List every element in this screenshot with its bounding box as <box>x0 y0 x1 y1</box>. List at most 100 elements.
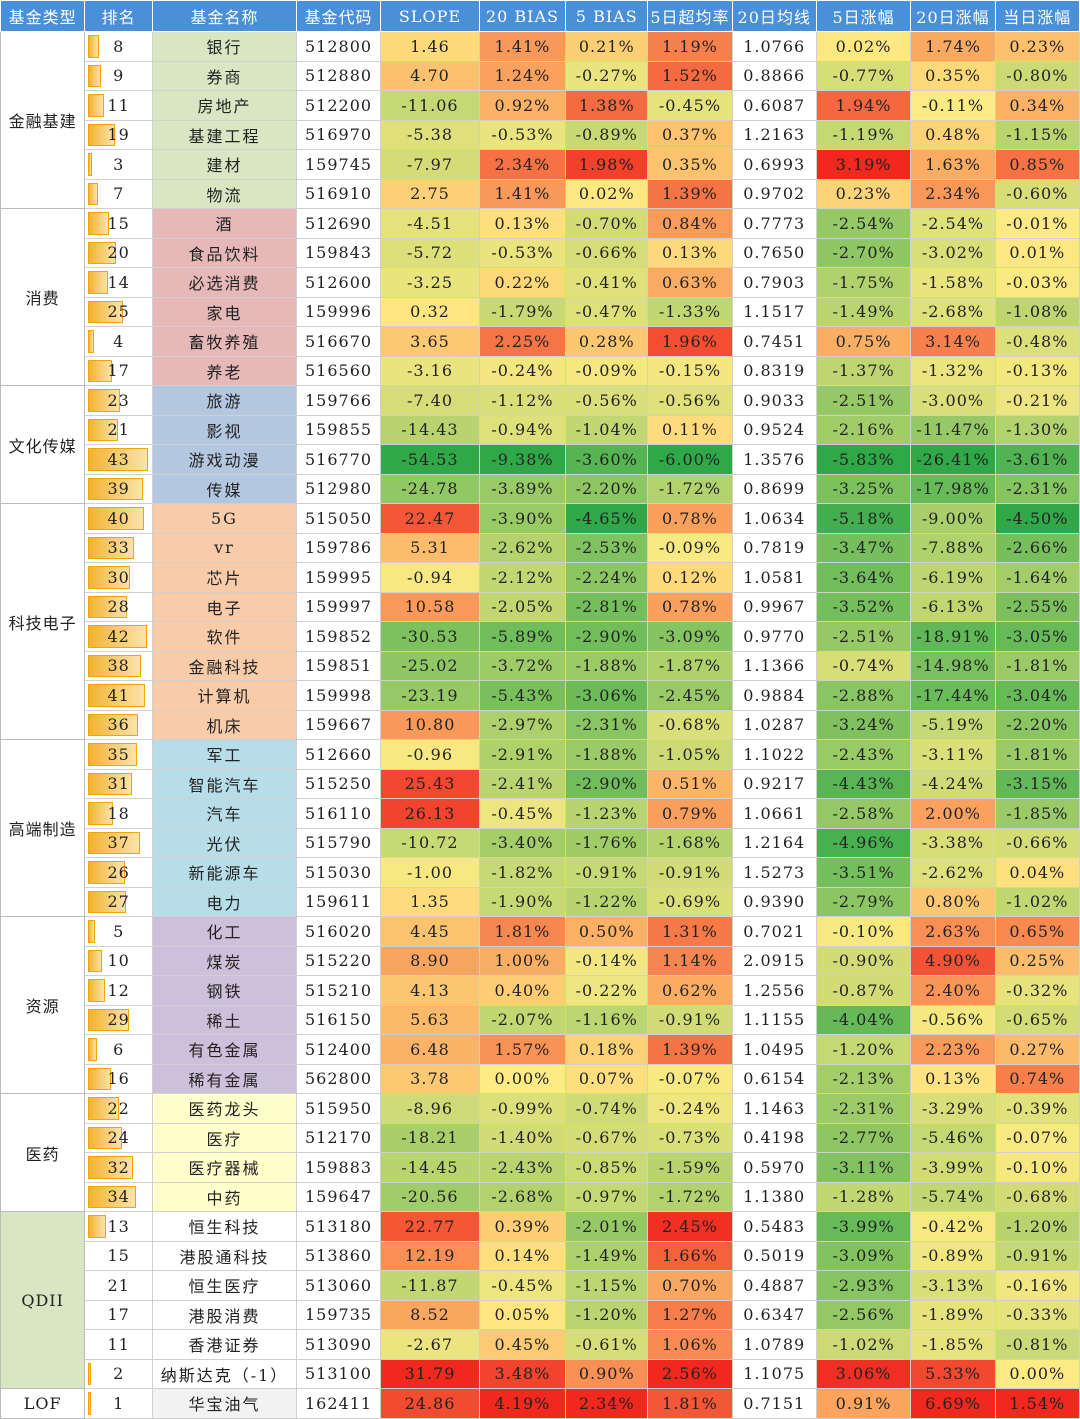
table-row[interactable]: 12 钢铁 515210 4.13 0.40% -0.22% 0.62% 1.2556 -0.8… <box>1 975 1080 1006</box>
fund-name-cell[interactable]: 恒生医疗 <box>152 1270 297 1301</box>
table-row[interactable]: 34 中药 159647 -20.56 -2.68% -0.97% -1.72% 1.1380… <box>1 1181 1080 1212</box>
fund-name-cell[interactable]: 恒生科技 <box>152 1211 297 1242</box>
header-fund-type[interactable]: 基金类型 <box>0 0 86 32</box>
fund-name-cell[interactable]: 香港证券 <box>152 1329 297 1360</box>
table-row[interactable]: 7 物流 516910 2.75 1.41% 0.02% 1.39% 0.9702 0.23% 2… <box>1 178 1080 209</box>
table-row[interactable]: 42 软件 159852 -30.53 -5.89% -2.90% -3.09% 0.9770… <box>1 621 1080 652</box>
fund-name-cell[interactable]: 机床 <box>152 709 297 740</box>
table-row[interactable]: 17 港股消费 159735 8.52 0.05% -1.20% 1.27% 0.6347 -2… <box>1 1299 1080 1330</box>
table-row[interactable]: 21 影视 159855 -14.43 -0.94% -1.04% 0.11% 0.9524-… <box>1 414 1080 445</box>
table-row[interactable]: 18 汽车 516110 26.13 -0.45% -1.23% 0.79% 1.0661 -2… <box>1 798 1080 829</box>
table-row[interactable]: 资源 5 化工 516020 4.45 1.81% 0.50% 1.31% 0.7021 -0.1… <box>0 916 1080 1094</box>
fund-name-cell[interactable]: 家电 <box>152 296 297 327</box>
table-row[interactable]: 32 医疗器械 159883 -14.45 -2.43% -0.85% -1.59% 0.59… <box>1 1152 1080 1183</box>
table-row[interactable]: 高端制造 35 军工 512660 -0.96 -2.91% -1.88% -1.05% 1.1… <box>0 739 1080 917</box>
table-row[interactable]: 37 光伏 515790 -10.72 -3.40% -1.76% -1.68% 1.2164… <box>1 827 1080 858</box>
fund-name-cell[interactable]: 中药 <box>152 1181 297 1212</box>
table-row[interactable]: 医药 22 医药龙头 515950 -8.96 -0.99% -0.74% -0.24% 1.1… <box>0 1093 1080 1212</box>
table-row[interactable]: 26 新能源车 515030 -1.00 -1.82% -0.91% -0.91% 1.527… <box>1 857 1080 888</box>
table-row[interactable]: 文化传媒 23 旅游 159766 -7.40 -1.12% -0.56% -0.56% 0.9… <box>0 385 1080 504</box>
fund-name-cell[interactable]: 医疗器械 <box>152 1152 297 1183</box>
fund-name-cell[interactable]: 军工 <box>152 739 297 770</box>
fund-name-cell[interactable]: 稀有金属 <box>152 1063 297 1094</box>
table-row[interactable]: 6 有色金属 512400 6.48 1.57% 0.18% 1.39% 1.0495 -1.2… <box>1 1034 1080 1065</box>
fund-name-cell[interactable]: 医疗 <box>152 1122 297 1153</box>
table-row[interactable]: 30 芯片 159995 -0.94 -2.12% -2.24% 0.12% 1.0581 -3… <box>1 562 1080 593</box>
fund-name-cell[interactable]: 房地产 <box>152 90 297 121</box>
table-row[interactable]: 33 vr 159786 5.31 -2.62% -2.53% -0.09% 0.7819 -3… <box>1 532 1080 563</box>
table-row[interactable]: 11 房地产 512200 -11.06 0.92% 1.38% -0.45% 0.6087 1… <box>1 90 1080 121</box>
table-row[interactable]: 24 医疗 512170 -18.21 -1.40% -0.67% -0.73% 0.4198… <box>1 1122 1080 1153</box>
table-row[interactable]: 14 必选消费 512600 -3.25 0.22% -0.41% 0.63% 0.7903-… <box>1 267 1080 298</box>
table-row[interactable]: 29 稀土 516150 5.63 -2.07% -1.16% -0.91% 1.1155 -4… <box>1 1004 1080 1035</box>
table-row[interactable]: 3 建材 159745 -7.97 2.34% 1.98% 0.35% 0.6993 3.19%… <box>1 149 1080 180</box>
table-row[interactable]: 20 食品饮料 159843 -5.72 -0.53% -0.66% 0.13% 0.7650… <box>1 237 1080 268</box>
table-row[interactable]: 43 游戏动漫 516770 -54.53 -9.38% -3.60% -6.00% 1.35… <box>1 444 1080 475</box>
table-row[interactable]: 9 券商 512880 4.70 1.24% -0.27% 1.52% 0.8866 -0.77… <box>1 60 1080 91</box>
table-row[interactable]: 27 电力 159611 1.35 -1.90% -1.22% -0.69% 0.9390 -2… <box>1 886 1080 917</box>
fund-name-cell[interactable]: 酒 <box>152 208 297 239</box>
table-row[interactable]: 17 养老 516560 -3.16 -0.24% -0.09% -0.15% 0.8319-… <box>1 355 1080 386</box>
table-row[interactable]: 21 恒生医疗 513060 -11.87 -0.45% -1.15% 0.70% 0.488… <box>1 1270 1080 1301</box>
fund-name-cell[interactable]: 钢铁 <box>152 975 297 1006</box>
table-row[interactable]: 科技电子 40 5G 515050 22.47 -3.90% -4.65% 0.78% 1.06… <box>0 503 1080 740</box>
header-fund-name[interactable]: 基金名称 <box>152 0 297 32</box>
fund-name-cell[interactable]: 智能汽车 <box>152 768 297 799</box>
fund-name-cell[interactable]: 计算机 <box>152 680 297 711</box>
header-20d-ma[interactable]: 20日均线 <box>731 0 817 32</box>
fund-name-cell[interactable]: 稀土 <box>152 1004 297 1035</box>
table-row[interactable]: 15 港股通科技 513860 12.19 0.14% -1.49% 1.66% 0.5019… <box>1 1240 1080 1271</box>
header-20-bias[interactable]: 20 BIAS <box>478 0 567 32</box>
fund-name-cell[interactable]: vr <box>152 532 297 563</box>
header-5d-change[interactable]: 5日涨幅 <box>815 0 912 32</box>
table-row[interactable]: 4 畜牧养殖 516670 3.65 2.25% 0.28% 1.96% 0.7451 0.75… <box>1 326 1080 357</box>
fund-name-cell[interactable]: 金融科技 <box>152 650 297 681</box>
fund-name-cell[interactable]: 华宝油气 <box>152 1388 297 1419</box>
fund-name-cell[interactable]: 传媒 <box>152 473 297 504</box>
table-row[interactable]: 25 家电 159996 0.32 -1.79% -0.47% -1.33% 1.1517 -1… <box>1 296 1080 327</box>
header-5d-excess[interactable]: 5日超均率 <box>647 0 733 32</box>
table-row[interactable]: 38 金融科技 159851 -25.02 -3.72% -1.88% -1.87% 1.13… <box>1 650 1080 681</box>
table-row[interactable]: LOF 1 华宝油气 162411 24.86 4.19% 2.34% 1.81% 0.7151… <box>0 1388 1080 1419</box>
table-row[interactable]: 2 纳斯达克（-1） 513100 31.79 3.48% 0.90% 2.56% 1.107… <box>1 1358 1080 1389</box>
fund-name-cell[interactable]: 软件 <box>152 621 297 652</box>
fund-name-cell[interactable]: 游戏动漫 <box>152 444 297 475</box>
table-row[interactable]: 39 传媒 512980 -24.78 -3.89% -2.20% -1.72% 0.8699… <box>1 473 1080 504</box>
fund-name-cell[interactable]: 光伏 <box>152 827 297 858</box>
fund-name-cell[interactable]: 食品饮料 <box>152 237 297 268</box>
table-row[interactable]: 28 电子 159997 10.58 -2.05% -2.81% 0.78% 0.9967 -3… <box>1 591 1080 622</box>
fund-name-cell[interactable]: 化工 <box>152 916 297 947</box>
fund-name-cell[interactable]: 医药龙头 <box>152 1093 297 1124</box>
table-row[interactable]: 消费 15 酒 512690 -4.51 0.13% -0.70% 0.84% 0.7773 -2… <box>0 208 1080 386</box>
fund-name-cell[interactable]: 汽车 <box>152 798 297 829</box>
fund-name-cell[interactable]: 银行 <box>152 31 297 62</box>
table-row[interactable]: 19 基建工程 516970 -5.38 -0.53% -0.89% 0.37% 1.2163… <box>1 119 1080 150</box>
fund-name-cell[interactable]: 芯片 <box>152 562 297 593</box>
fund-name-cell[interactable]: 畜牧养殖 <box>152 326 297 357</box>
fund-name-cell[interactable]: 新能源车 <box>152 857 297 888</box>
fund-name-cell[interactable]: 有色金属 <box>152 1034 297 1065</box>
header-fund-code[interactable]: 基金代码 <box>295 0 382 32</box>
fund-name-cell[interactable]: 券商 <box>152 60 297 91</box>
header-day-change[interactable]: 当日涨幅 <box>994 0 1080 32</box>
fund-name-cell[interactable]: 旅游 <box>152 385 297 416</box>
fund-name-cell[interactable]: 电力 <box>152 886 297 917</box>
fund-name-cell[interactable]: 物流 <box>152 178 297 209</box>
table-row[interactable]: 41 计算机 159998 -23.19 -5.43% -3.06% -2.45% 0.988… <box>1 680 1080 711</box>
fund-name-cell[interactable]: 必选消费 <box>152 267 297 298</box>
table-row[interactable]: 11 香港证券 513090 -2.67 0.45% -0.61% 1.06% 1.0789-… <box>1 1329 1080 1360</box>
fund-name-cell[interactable]: 养老 <box>152 355 297 386</box>
header-20d-change[interactable]: 20日涨幅 <box>910 0 996 32</box>
header-5-bias[interactable]: 5 BIAS <box>565 0 649 32</box>
fund-name-cell[interactable]: 港股消费 <box>152 1299 297 1330</box>
table-row[interactable]: QDII 13 恒生科技 513180 22.77 0.39% -2.01% 2.45% 0.5… <box>0 1211 1080 1389</box>
table-row[interactable]: 10 煤炭 515220 8.90 1.00% -0.14% 1.14% 2.0915 -0.9… <box>1 945 1080 976</box>
table-row[interactable]: 金融基建 8 银行 512800 1.46 1.41% 0.21% 1.19% 1.0766 0.… <box>0 31 1080 209</box>
table-row[interactable]: 31 智能汽车 515250 25.43 -2.41% -2.90% 0.51% 0.9217… <box>1 768 1080 799</box>
table-row[interactable]: 16 稀有金属 562800 3.78 0.00% 0.07% -0.07% 0.6154 -2… <box>1 1063 1080 1094</box>
fund-name-cell[interactable]: 电子 <box>152 591 297 622</box>
header-rank[interactable]: 排名 <box>84 0 154 32</box>
fund-name-cell[interactable]: 煤炭 <box>152 945 297 976</box>
fund-name-cell[interactable]: 影视 <box>152 414 297 445</box>
fund-name-cell[interactable]: 基建工程 <box>152 119 297 150</box>
